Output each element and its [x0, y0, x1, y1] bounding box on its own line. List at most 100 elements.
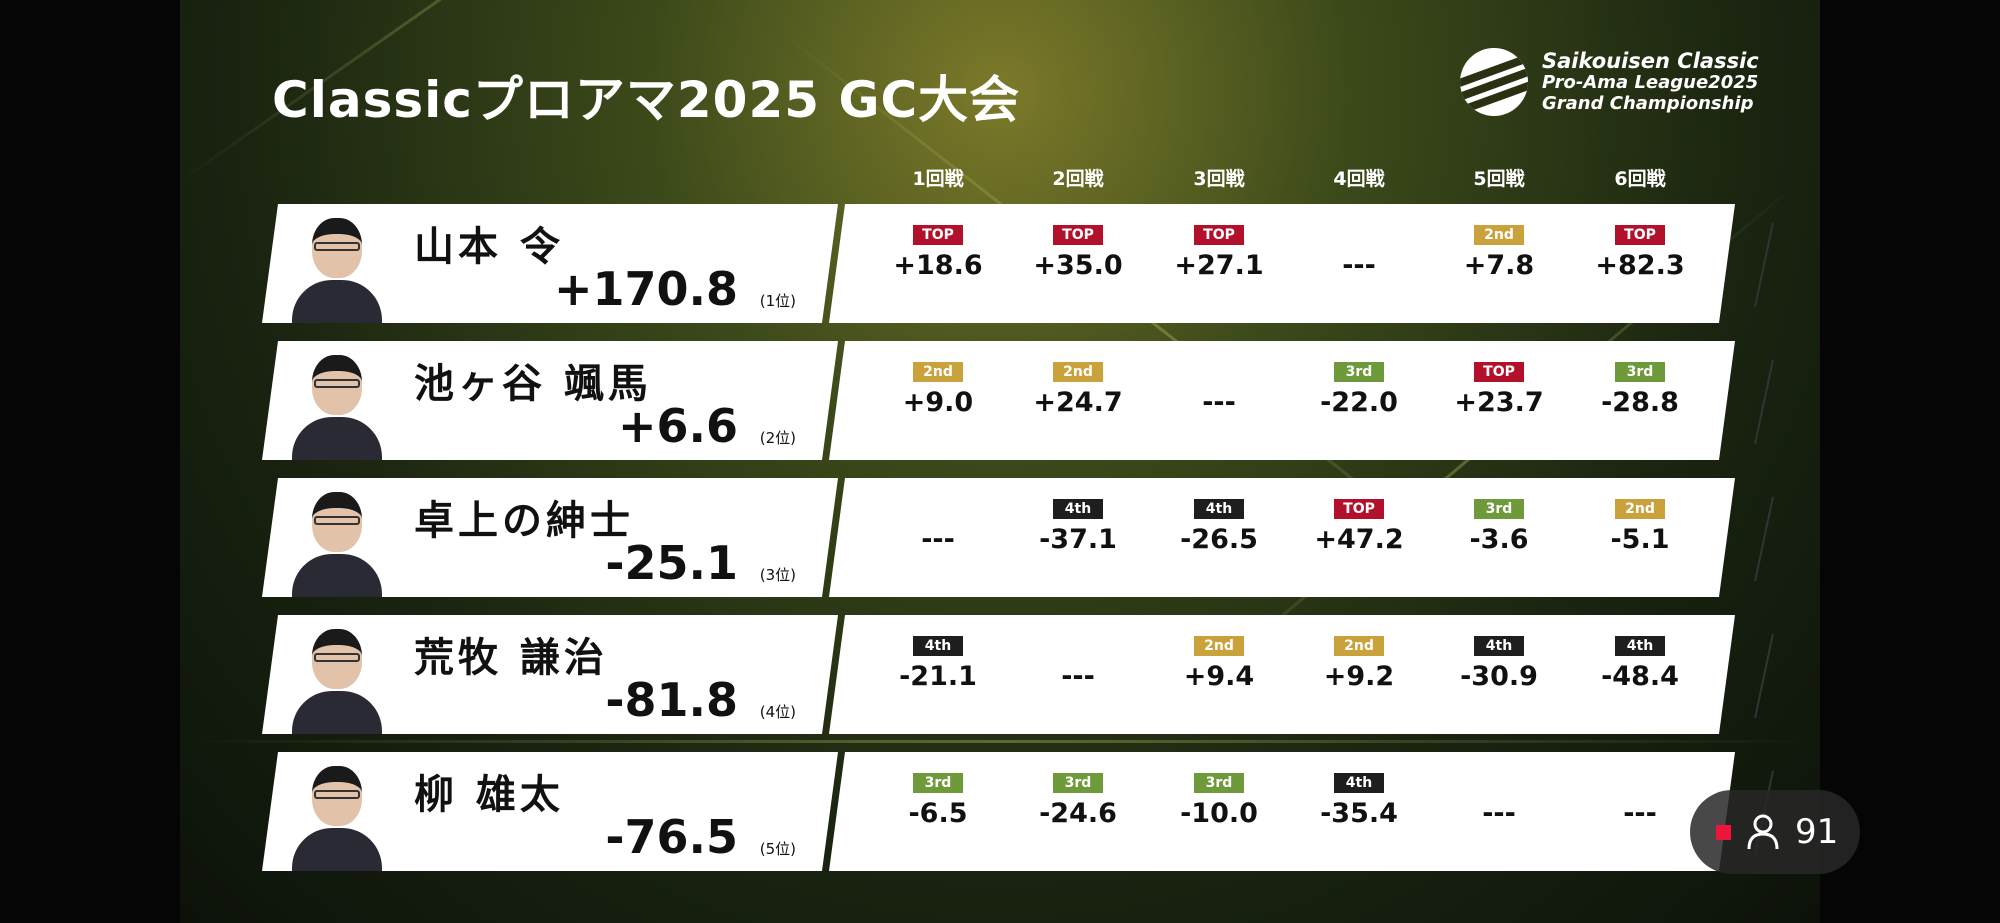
- placement-badge: TOP: [1474, 362, 1524, 382]
- round-score: +9.2: [1323, 661, 1395, 692]
- avatar: [284, 212, 389, 323]
- round-result: ---: [878, 498, 998, 555]
- placement-badge: 4th: [1053, 499, 1103, 519]
- placement-badge: TOP: [1053, 225, 1103, 245]
- round-score: +23.7: [1454, 387, 1544, 418]
- round-score: -48.4: [1601, 661, 1679, 692]
- round-score: ---: [1482, 798, 1516, 829]
- player-name: 池ヶ谷 颯馬: [414, 361, 652, 407]
- results-card: [829, 204, 1735, 323]
- avatar: [284, 760, 389, 871]
- player-card: 荒牧 謙治 -81.8 (4位): [262, 615, 838, 734]
- round-score: -10.0: [1180, 798, 1258, 829]
- placement-badge: TOP: [913, 225, 963, 245]
- round-score: +47.2: [1314, 524, 1404, 555]
- round-score: -6.5: [908, 798, 968, 829]
- placement-badge: 3rd: [1194, 773, 1244, 793]
- round-score: ---: [1061, 661, 1095, 692]
- page-title: Classicプロアマ2025 GC大会: [272, 71, 1021, 129]
- player-card: 卓上の紳士 -25.1 (3位): [262, 478, 838, 597]
- round-result: TOP +23.7: [1439, 361, 1559, 418]
- divider: [1754, 633, 1774, 719]
- player-card: 池ヶ谷 颯馬 +6.6 (2位): [262, 341, 838, 460]
- placement-badge: 2nd: [1194, 636, 1244, 656]
- round-result: TOP +47.2: [1299, 498, 1419, 555]
- placement-badge: 2nd: [1474, 225, 1524, 245]
- round-score: +9.0: [902, 387, 974, 418]
- divider: [1754, 222, 1774, 308]
- player-row: 池ヶ谷 颯馬 +6.6 (2位) 2nd +9.0 2nd +24.7 --- …: [180, 341, 1820, 460]
- rank-label: (3位): [759, 566, 796, 584]
- round-result: 4th -35.4: [1299, 772, 1419, 829]
- round-header: 6回戦: [1614, 168, 1666, 190]
- round-header: 3回戦: [1193, 168, 1245, 190]
- round-result: ---: [1580, 772, 1700, 829]
- round-score: -22.0: [1320, 387, 1398, 418]
- round-result: 2nd +7.8: [1439, 224, 1559, 281]
- player-name: 柳 雄太: [414, 772, 564, 818]
- player-card: 柳 雄太 -76.5 (5位): [262, 752, 838, 871]
- total-score: +6.6: [617, 399, 738, 453]
- round-result: 2nd -5.1: [1580, 498, 1700, 555]
- total-score: -81.8: [605, 673, 738, 727]
- round-score: -26.5: [1180, 524, 1258, 555]
- placement-badge: 3rd: [913, 773, 963, 793]
- placement-badge: 4th: [913, 636, 963, 656]
- logo-mark-icon: [1460, 48, 1528, 116]
- round-result: 3rd -22.0: [1299, 361, 1419, 418]
- round-result: 4th -26.5: [1159, 498, 1279, 555]
- avatar: [284, 349, 389, 460]
- round-result: 4th -37.1: [1018, 498, 1138, 555]
- round-score: ---: [1202, 387, 1236, 418]
- placement-badge: TOP: [1194, 225, 1244, 245]
- placement-badge: TOP: [1615, 225, 1665, 245]
- round-result: 3rd -10.0: [1159, 772, 1279, 829]
- player-name: 荒牧 謙治: [414, 635, 608, 681]
- round-result: 3rd -3.6: [1439, 498, 1559, 555]
- round-score: +35.0: [1033, 250, 1123, 281]
- rank-label: (1位): [759, 292, 796, 310]
- divider: [1754, 496, 1774, 582]
- player-row: 荒牧 謙治 -81.8 (4位) 4th -21.1 --- 2nd +9.4 …: [180, 615, 1820, 734]
- round-header: 4回戦: [1333, 168, 1385, 190]
- round-score: -28.8: [1601, 387, 1679, 418]
- round-score: +18.6: [893, 250, 983, 281]
- placement-badge: 3rd: [1615, 362, 1665, 382]
- total-score: -76.5: [605, 810, 738, 864]
- player-name: 山本 令: [414, 224, 564, 270]
- round-result: TOP +35.0: [1018, 224, 1138, 281]
- round-result: 3rd -28.8: [1580, 361, 1700, 418]
- round-score: -21.1: [899, 661, 977, 692]
- round-header: 5回戦: [1473, 168, 1525, 190]
- round-result: TOP +82.3: [1580, 224, 1700, 281]
- person-icon: [1747, 814, 1779, 850]
- round-result: ---: [1159, 361, 1279, 418]
- results-card: [829, 341, 1735, 460]
- round-score: -37.1: [1039, 524, 1117, 555]
- round-score: +9.4: [1183, 661, 1255, 692]
- placement-badge: 2nd: [1615, 499, 1665, 519]
- round-result: 2nd +9.2: [1299, 635, 1419, 692]
- placement-badge: 4th: [1474, 636, 1524, 656]
- round-result: 4th -21.1: [878, 635, 998, 692]
- player-row: 卓上の紳士 -25.1 (3位) --- 4th -37.1 4th -26.5…: [180, 478, 1820, 597]
- round-score: +27.1: [1174, 250, 1264, 281]
- placement-badge: TOP: [1334, 499, 1384, 519]
- round-score: +7.8: [1463, 250, 1535, 281]
- round-score: ---: [1342, 250, 1376, 281]
- round-score: -24.6: [1039, 798, 1117, 829]
- placement-badge: 2nd: [1334, 636, 1384, 656]
- placement-badge: 4th: [1334, 773, 1384, 793]
- placement-badge: 2nd: [1053, 362, 1103, 382]
- player-card: 山本 令 +170.8 (1位): [262, 204, 838, 323]
- avatar: [284, 623, 389, 734]
- player-row: 山本 令 +170.8 (1位) TOP +18.6 TOP +35.0 TOP…: [180, 204, 1820, 323]
- placement-badge: 4th: [1615, 636, 1665, 656]
- round-result: ---: [1439, 772, 1559, 829]
- broadcast-stage: Classicプロアマ2025 GC大会 Saikouisen Classic P…: [180, 0, 1820, 923]
- round-result: 4th -30.9: [1439, 635, 1559, 692]
- round-score: ---: [921, 524, 955, 555]
- round-result: ---: [1299, 224, 1419, 281]
- rank-label: (5位): [759, 840, 796, 858]
- round-result: 3rd -24.6: [1018, 772, 1138, 829]
